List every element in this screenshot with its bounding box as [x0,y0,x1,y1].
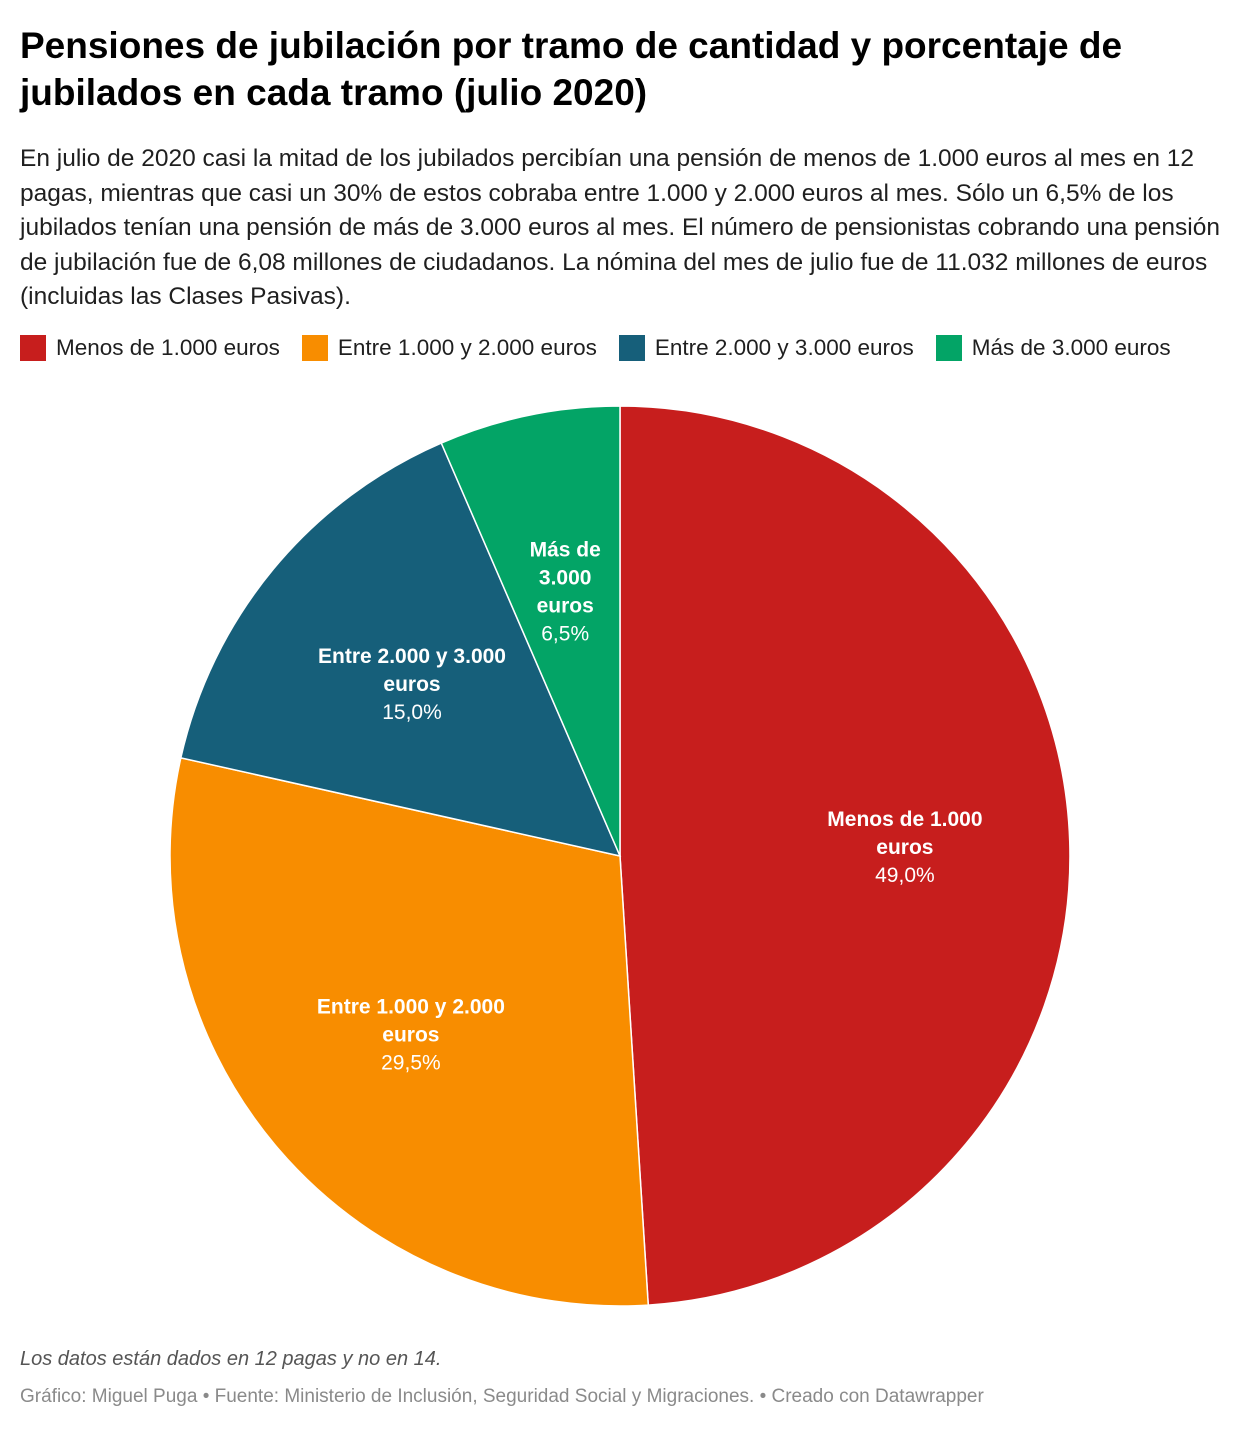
slice-label: Menos de 1.000 euros 49,0% [827,808,982,887]
slice-label: Entre 2.000 y 3.000 euros 15,0% [318,645,506,724]
slice-name-label: Más de [530,539,601,562]
chart-note: Los datos están dados en 12 pagas y no e… [20,1348,442,1370]
slice-name-label: Menos de 1.000 [827,808,982,831]
slice-value-label: 15,0% [382,701,442,724]
slice-label: Más de 3.000 euros 6,5% [530,539,601,646]
slice-name-label: euros [876,836,933,859]
slice-name-label: 3.000 [539,567,592,590]
legend-swatch [301,335,328,361]
slice-value-label: 6,5% [541,623,589,646]
chart-subtitle: En julio de 2020 casi la mitad de los ju… [20,145,1220,310]
slice-value-label: 49,0% [875,864,935,887]
slice-name-label: euros [383,673,440,696]
legend-swatch [935,335,962,361]
pie-slice [169,756,650,1307]
legend-item-menos-1000: Menos de 1.000 euros [20,335,280,361]
legend-item-1000-2000: Entre 1.000 y 2.000 euros [301,335,597,361]
pie-slice [440,405,621,857]
pie-chart: Menos de 1.000 euros 49,0% Entre 1.000 y 2.… [169,405,1071,1307]
legend-item-2000-3000: Entre 2.000 y 3.000 euros [618,335,914,361]
chart-source: Gráfico: Miguel Puga • Fuente: Ministeri… [20,1386,984,1407]
legend-label: Entre 1.000 y 2.000 euros [337,335,597,360]
slice-name-label: Entre 1.000 y 2.000 [317,996,505,1019]
legend-swatch [618,335,645,361]
legend-label: Menos de 1.000 euros [56,335,280,360]
slice-name-label: euros [537,595,594,618]
pie-slice [179,442,622,858]
legend: Menos de 1.000 euros Entre 1.000 y 2.000… [20,333,1193,363]
slice-name-label: euros [382,1024,439,1047]
slice-value-label: 29,5% [381,1052,441,1075]
chart-title: Pensiones de jubilación por tramo de can… [20,25,1123,113]
legend-label: Entre 2.000 y 3.000 euros [654,335,914,360]
legend-swatch [20,335,46,361]
legend-item-mas-3000: Más de 3.000 euros [935,335,1171,361]
legend-label: Más de 3.000 euros [971,335,1171,360]
pie-slice [619,405,1071,1306]
slice-label: Entre 1.000 y 2.000 euros 29,5% [317,996,505,1075]
slice-name-label: Entre 2.000 y 3.000 [318,645,506,668]
